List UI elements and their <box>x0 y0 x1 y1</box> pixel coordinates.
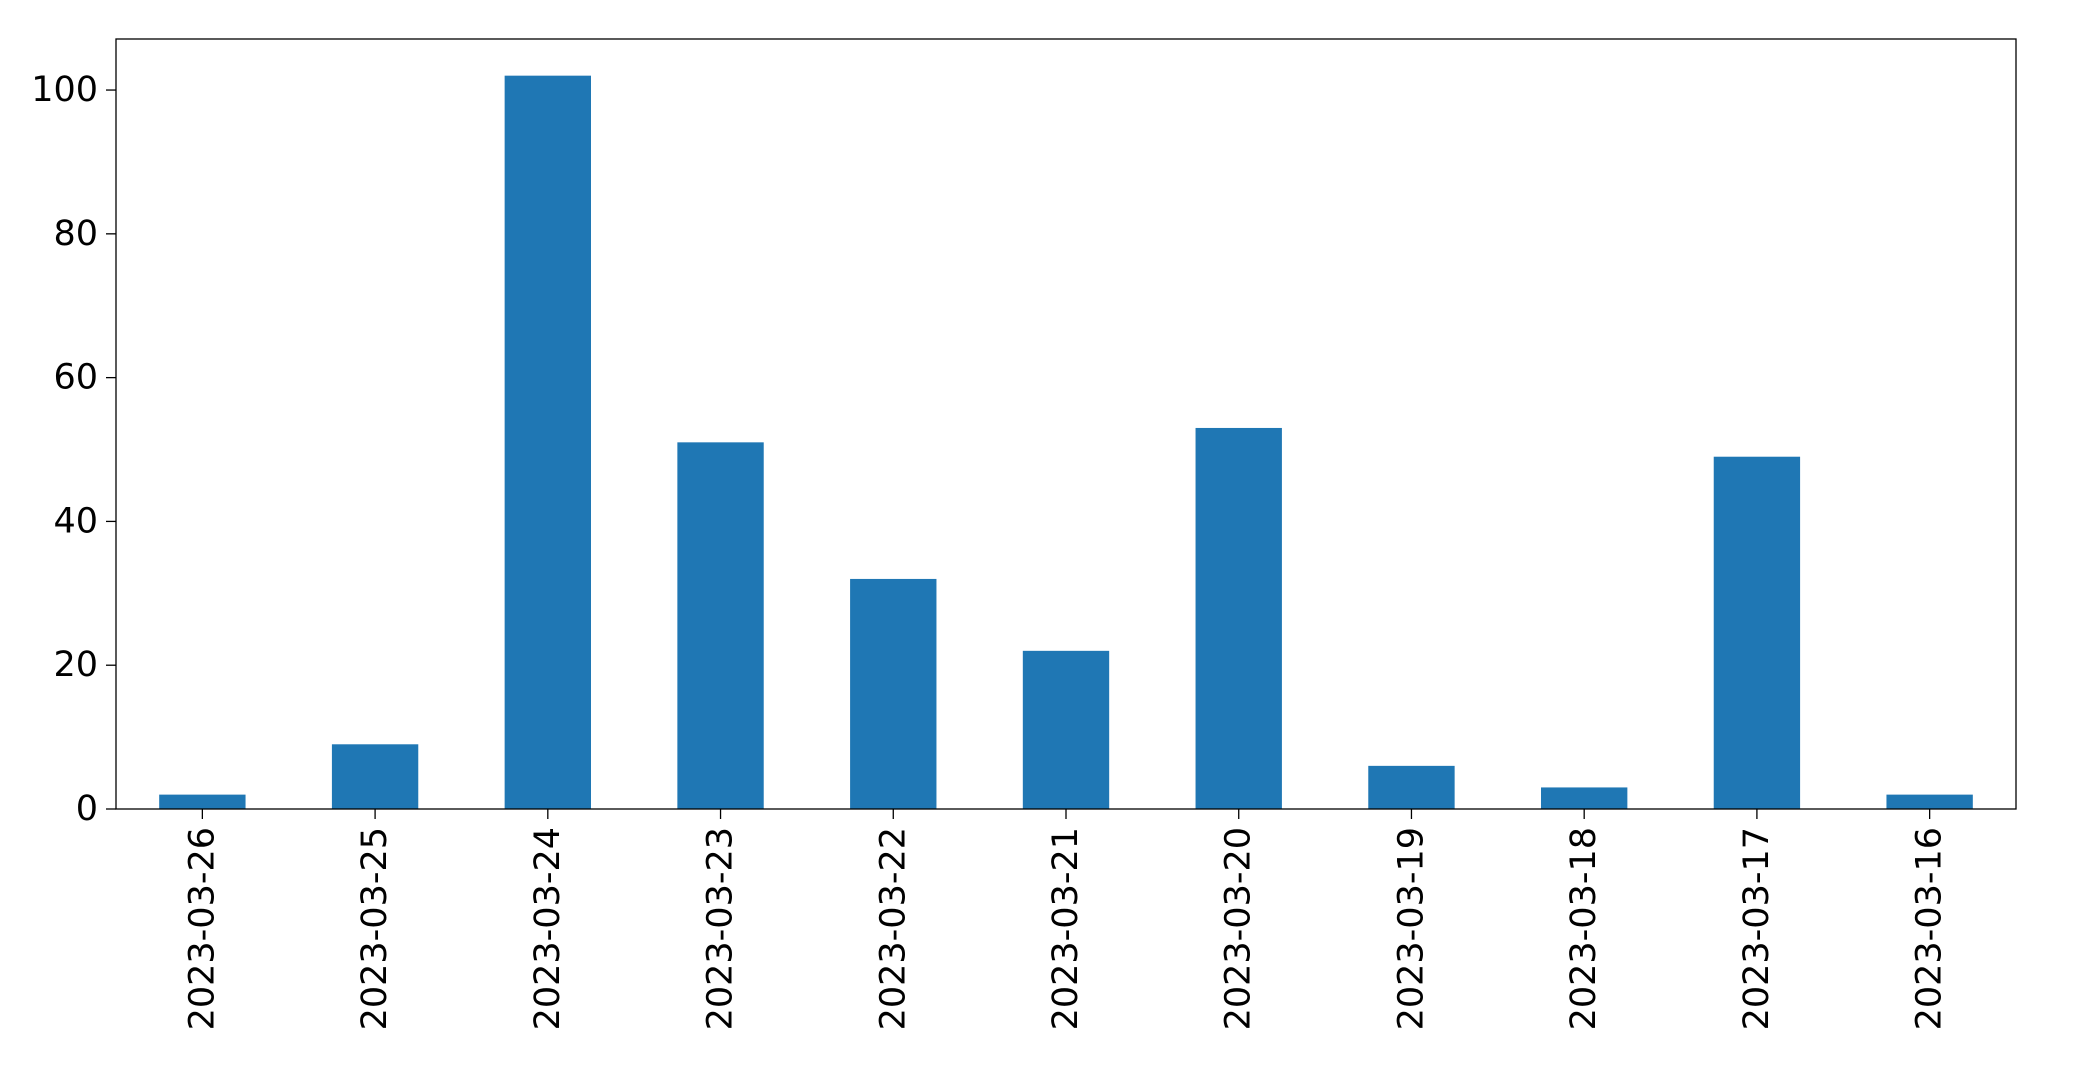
x-tick-label: 2023-03-22 <box>873 827 913 1030</box>
y-tick-label: 60 <box>53 358 98 398</box>
x-tick-label: 2023-03-17 <box>1737 827 1777 1030</box>
bar-2023-03-21 <box>1022 650 1110 809</box>
y-tick-label: 0 <box>76 789 98 829</box>
bar-2023-03-26 <box>159 794 246 809</box>
x-tick-label: 2023-03-23 <box>701 827 741 1030</box>
bar-2023-03-20 <box>1195 427 1282 809</box>
x-tick-label: 2023-03-16 <box>1910 827 1950 1030</box>
y-tick-label: 40 <box>53 501 98 541</box>
x-tick-label: 2023-03-19 <box>1391 827 1431 1030</box>
bar-2023-03-24 <box>504 75 591 809</box>
x-tick-label: 2023-03-20 <box>1219 827 1259 1030</box>
bar-2023-03-16 <box>1886 794 1973 809</box>
bars-layer <box>159 75 1973 809</box>
bar-2023-03-25 <box>331 744 419 809</box>
x-tick-label: 2023-03-18 <box>1564 827 1604 1030</box>
bar-2023-03-18 <box>1541 787 1628 809</box>
bar-2023-03-23 <box>677 442 764 809</box>
x-tick-label: 2023-03-24 <box>528 827 568 1030</box>
y-tick-label: 20 <box>53 645 98 685</box>
x-axis: 2023-03-26 2023-03-25 2023-03-24 2023-03-23… <box>182 809 1950 1030</box>
x-tick-label: 2023-03-26 <box>182 827 222 1030</box>
y-axis: 0 20 40 60 80 100 <box>31 70 116 829</box>
x-tick-label: 2023-03-25 <box>355 827 395 1030</box>
bar-2023-03-22 <box>850 578 937 809</box>
plot-frame <box>115 38 2017 810</box>
bar-2023-03-19 <box>1368 765 1455 809</box>
x-tick-label: 2023-03-21 <box>1046 827 1086 1030</box>
y-tick-label: 80 <box>53 214 98 254</box>
bar-2023-03-17 <box>1713 456 1801 809</box>
y-tick-label: 100 <box>31 70 98 110</box>
